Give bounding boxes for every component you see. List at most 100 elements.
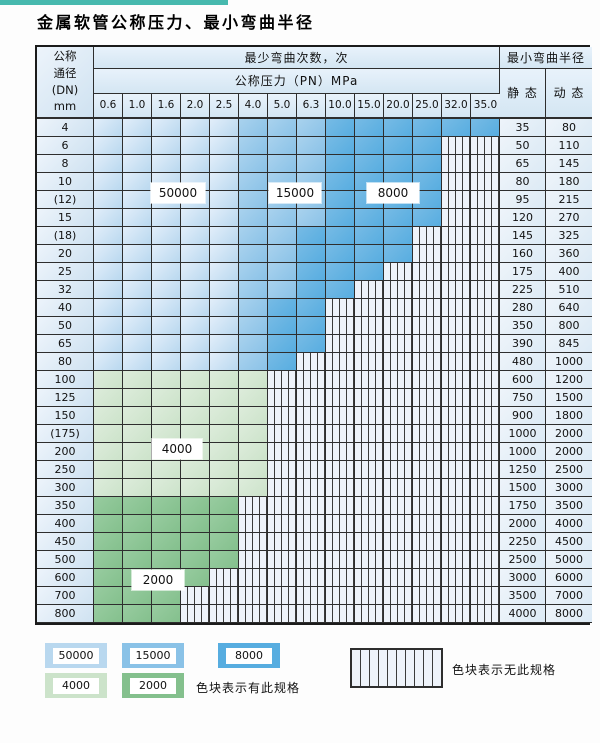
spec-cell: [152, 263, 181, 281]
static-radius-value: 160: [500, 245, 546, 263]
spec-cell: [239, 299, 268, 317]
spec-cell: [181, 605, 210, 623]
dn-label: (18): [37, 227, 94, 245]
spec-cell: [94, 119, 123, 137]
dn-label: 100: [37, 371, 94, 389]
spec-cell: [442, 245, 471, 263]
pressure-col-header: 1.0: [123, 94, 152, 119]
spec-cell: [297, 281, 326, 299]
spec-cell: [413, 443, 442, 461]
spec-cell: [355, 371, 384, 389]
spec-cell: [355, 605, 384, 623]
spec-cell: [297, 137, 326, 155]
spec-cell: [384, 533, 413, 551]
legend-no-spec-text: 色块表示无此规格: [452, 663, 557, 677]
spec-cell: [181, 569, 210, 587]
spec-cell: [413, 191, 442, 209]
spec-cell: [239, 389, 268, 407]
spec-cell: [94, 299, 123, 317]
spec-cell: [413, 389, 442, 407]
spec-cell: [297, 299, 326, 317]
dynamic-column-header: 动 态: [546, 69, 592, 119]
spec-cell: [471, 407, 500, 425]
spec-cell: [152, 155, 181, 173]
pressure-col-header: 4.0: [239, 94, 268, 119]
spec-cell: [326, 137, 355, 155]
spec-cell: [413, 407, 442, 425]
spec-cell: [123, 191, 152, 209]
spec-cell: [268, 497, 297, 515]
spec-cell: [268, 317, 297, 335]
spec-cell: [94, 569, 123, 587]
spec-cell: [94, 407, 123, 425]
spec-cell: [181, 371, 210, 389]
spec-cell: [181, 497, 210, 515]
dynamic-radius-value: 3000: [546, 479, 592, 497]
dn-label: 450: [37, 533, 94, 551]
static-radius-value: 1000: [500, 425, 546, 443]
spec-cell: [239, 119, 268, 137]
spec-cell: [442, 353, 471, 371]
spec-cell: [471, 443, 500, 461]
spec-cell: [152, 479, 181, 497]
dynamic-radius-value: 2500: [546, 461, 592, 479]
dynamic-radius-value: 510: [546, 281, 592, 299]
spec-cell: [94, 155, 123, 173]
dn-label: 6: [37, 137, 94, 155]
static-radius-value: 145: [500, 227, 546, 245]
spec-cell: [181, 353, 210, 371]
spec-cell: [384, 209, 413, 227]
static-radius-value: 900: [500, 407, 546, 425]
spec-cell: [210, 587, 239, 605]
spec-cell: [152, 245, 181, 263]
spec-cell: [239, 245, 268, 263]
static-radius-value: 95: [500, 191, 546, 209]
spec-cell: [355, 425, 384, 443]
spec-cell: [268, 569, 297, 587]
spec-cell: [355, 155, 384, 173]
static-radius-value: 480: [500, 353, 546, 371]
spec-cell: [239, 479, 268, 497]
legend-no-spec-swatch: [350, 648, 443, 688]
spec-cell: [442, 605, 471, 623]
top-accent-bar: [0, 0, 228, 5]
spec-cell: [210, 605, 239, 623]
spec-cell: [94, 173, 123, 191]
spec-cell: [210, 425, 239, 443]
spec-cell: [413, 605, 442, 623]
spec-cell: [355, 317, 384, 335]
spec-cell: [384, 137, 413, 155]
spec-cell: [384, 227, 413, 245]
spec-cell: [413, 335, 442, 353]
spec-cell: [471, 551, 500, 569]
spec-cell: [442, 335, 471, 353]
spec-cell: [152, 281, 181, 299]
spec-cell: [210, 389, 239, 407]
spec-cell: [326, 209, 355, 227]
static-radius-value: 120: [500, 209, 546, 227]
spec-cell: [152, 299, 181, 317]
pressure-col-header: 32.0: [442, 94, 471, 119]
spec-cell: [181, 587, 210, 605]
static-radius-value: 2250: [500, 533, 546, 551]
spec-cell: [297, 245, 326, 263]
spec-cell: [94, 551, 123, 569]
spec-cell: [297, 533, 326, 551]
min-bend-radius-header: 最小弯曲半径: [500, 47, 592, 69]
spec-cell: [94, 137, 123, 155]
spec-cell: [355, 263, 384, 281]
spec-cell: [384, 443, 413, 461]
spec-cell: [210, 263, 239, 281]
spec-cell: [413, 515, 442, 533]
pressure-col-header: 15.0: [355, 94, 384, 119]
dn-label: 40: [37, 299, 94, 317]
spec-cell: [471, 281, 500, 299]
spec-cell: [384, 299, 413, 317]
spec-cell: [123, 173, 152, 191]
spec-cell: [384, 281, 413, 299]
spec-cell: [268, 137, 297, 155]
spec-cell: [471, 317, 500, 335]
zone-label-2000: 2000: [132, 570, 184, 590]
spec-cell: [94, 533, 123, 551]
static-radius-value: 750: [500, 389, 546, 407]
